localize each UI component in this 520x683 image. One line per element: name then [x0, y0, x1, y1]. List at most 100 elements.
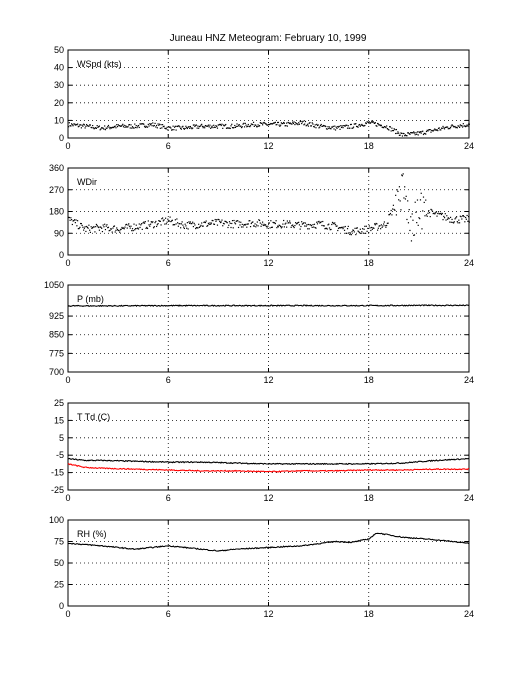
data-point: [257, 124, 259, 126]
data-point: [247, 223, 249, 225]
data-point: [212, 126, 214, 129]
y-tick-label: 20: [54, 98, 64, 108]
data-point: [346, 124, 348, 126]
data-point: [426, 129, 428, 131]
y-tick-label: 30: [54, 80, 64, 90]
data-point: [130, 225, 132, 227]
data-point: [463, 125, 465, 127]
data-point: [119, 231, 121, 233]
data-point: [410, 132, 412, 134]
data-point: [399, 200, 401, 202]
data-point: [113, 125, 116, 128]
data-point: [97, 126, 99, 128]
data-point: [228, 221, 231, 223]
data-point: [209, 124, 211, 126]
data-point: [203, 125, 205, 128]
data-point: [331, 126, 333, 128]
y-tick-label: 50: [54, 45, 64, 55]
data-point: [250, 123, 252, 125]
data-point: [275, 220, 277, 222]
x-tick-label: 18: [364, 258, 374, 268]
data-point: [125, 125, 127, 127]
data-point: [107, 226, 110, 228]
data-point: [149, 225, 151, 227]
data-point: [129, 227, 131, 229]
data-point: [189, 125, 192, 128]
data-point: [68, 122, 70, 124]
data-point: [184, 223, 186, 225]
data-point: [131, 127, 133, 129]
data-point: [280, 225, 282, 228]
data-point: [267, 225, 269, 227]
data-point: [354, 227, 356, 229]
data-point: [316, 223, 319, 225]
data-point: [440, 129, 442, 131]
data-point: [158, 220, 160, 222]
data-point: [398, 199, 400, 201]
data-point: [366, 121, 368, 123]
data-point: [359, 228, 361, 230]
y-tick-label: 850: [49, 330, 64, 340]
data-point: [380, 125, 382, 127]
data-point: [468, 221, 470, 223]
data-point: [423, 201, 425, 204]
data-point: [446, 215, 448, 217]
data-point: [338, 125, 340, 127]
data-point: [157, 223, 159, 225]
panel-4: -25 -15 -5 5 15 25 0 6 12 18 24 T Td (C): [51, 398, 474, 503]
data-point: [86, 123, 88, 126]
data-point: [404, 135, 406, 137]
data-point: [432, 212, 434, 215]
data-point: [113, 126, 115, 129]
data-point: [289, 220, 291, 222]
data-point: [80, 222, 82, 225]
data-point: [242, 226, 244, 228]
data-point: [205, 220, 207, 222]
data-point: [317, 221, 319, 223]
x-tick-label: 0: [65, 141, 70, 151]
data-point: [425, 130, 428, 133]
data-point: [115, 127, 117, 129]
data-point: [396, 132, 398, 135]
series-1: [67, 457, 470, 466]
data-point: [101, 127, 103, 129]
data-point: [170, 127, 172, 129]
data-point: [178, 125, 180, 127]
data-point: [238, 221, 240, 223]
data-point: [255, 126, 258, 128]
data-point: [109, 128, 111, 130]
data-point: [319, 126, 321, 128]
data-point: [467, 215, 470, 218]
data-point: [200, 124, 202, 126]
data-point: [201, 222, 203, 224]
data-point: [364, 122, 367, 124]
data-point: [91, 127, 93, 129]
data-point: [167, 126, 170, 128]
data-point: [452, 126, 455, 128]
data-point: [214, 126, 216, 129]
data-point: [276, 227, 278, 229]
data-point: [195, 226, 198, 229]
data-point: [89, 231, 92, 233]
data-point: [314, 124, 316, 126]
data-point: [270, 220, 272, 222]
data-point: [419, 131, 422, 133]
data-point: [83, 227, 85, 229]
data-point: [298, 224, 301, 226]
data-point: [291, 224, 293, 227]
data-point: [80, 127, 82, 129]
data-point: [110, 127, 113, 129]
data-point: [340, 125, 342, 127]
data-point: [299, 120, 301, 122]
data-point: [153, 124, 155, 127]
data-point: [110, 228, 112, 230]
data-point: [375, 125, 377, 127]
data-point: [262, 122, 264, 124]
data-point: [255, 224, 258, 226]
data-point: [468, 123, 470, 125]
data-point: [74, 219, 76, 221]
data-point: [406, 135, 408, 137]
data-point: [390, 209, 392, 212]
series-1: [68, 173, 470, 242]
data-point: [68, 216, 70, 218]
